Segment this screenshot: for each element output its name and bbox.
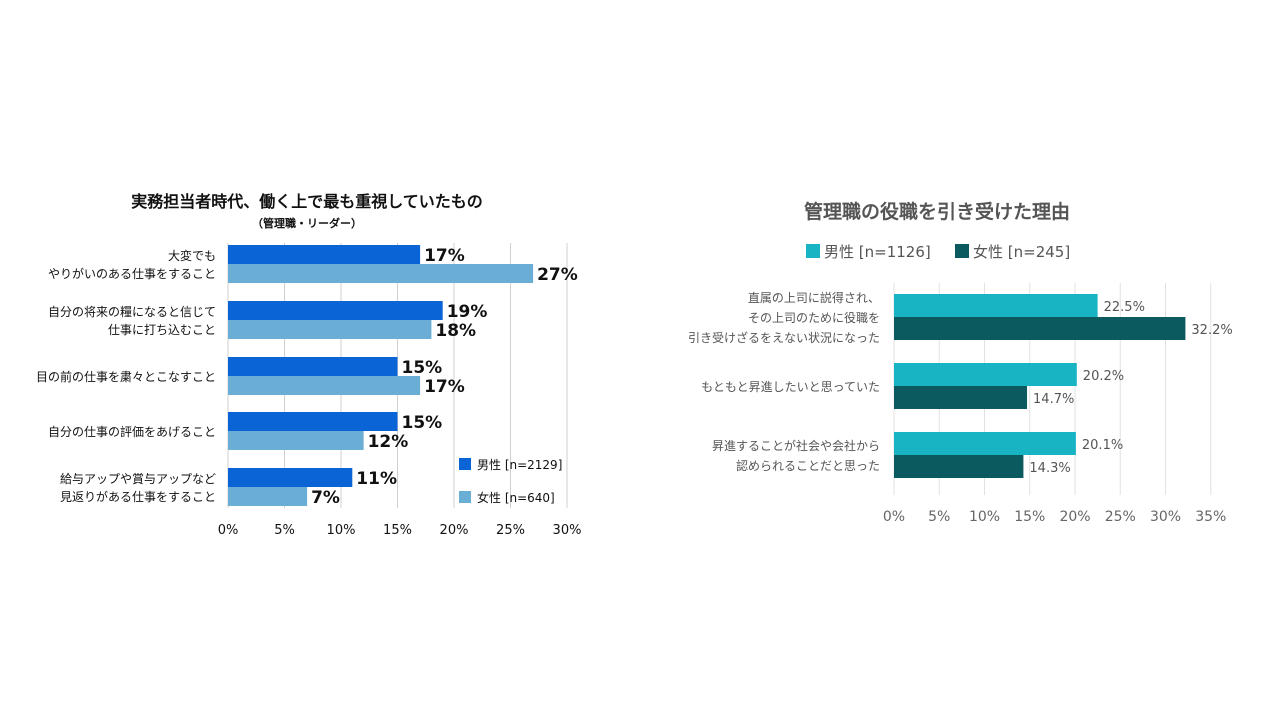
bar [228,468,353,487]
legend-label: 女性 [n=640] [477,490,555,505]
data-label: 22.5% [1104,300,1145,315]
x-tick-label: 0% [218,523,239,538]
legend-label: 女性 [n=245] [973,243,1070,261]
x-tick-label: 15% [1014,509,1045,525]
data-label: 27% [537,265,578,285]
bar [228,412,398,431]
category-label: 昇進することが社会や会社から [712,438,880,453]
chart-subtitle: （管理職・リーダー） [252,216,362,230]
x-tick-label: 20% [1059,509,1090,525]
category-label: やりがいのある仕事をすること [48,266,216,281]
x-tick-label: 0% [883,509,905,525]
bar [894,386,1028,409]
x-tick-label: 30% [1150,509,1181,525]
category-label: もともと昇進したいと思っていた [701,380,880,394]
data-label: 15% [402,413,443,433]
x-tick-label: 5% [928,509,950,525]
data-label: 20.1% [1082,438,1123,453]
x-tick-label: 15% [383,523,412,538]
data-label: 7% [311,488,340,508]
bar [228,357,398,376]
bar [894,455,1024,478]
data-label: 12% [368,432,409,452]
category-label: 認められることだと思った [736,458,880,473]
bar [228,487,308,506]
bar [228,320,432,339]
data-label: 11% [356,469,397,489]
category-label: その上司のために役職を [748,310,880,325]
bar [894,294,1098,317]
x-tick-label: 10% [327,523,356,538]
legend-swatch [955,244,969,258]
chart-title: 管理職の役職を引き受けた理由 [804,200,1070,223]
data-label: 17% [424,377,465,397]
category-label: 給与アップや賞与アップなど [60,472,216,486]
x-tick-label: 5% [274,523,295,538]
x-tick-label: 10% [969,509,1000,525]
data-label: 18% [435,321,476,341]
bar [228,431,364,450]
chart-manager-reasons: 管理職の役職を引き受けた理由男性 [n=1126] 女性 [n=245] 0% 5% 1… [640,0,1281,725]
category-label: 目の前の仕事を粛々とこなすこと [36,369,216,384]
x-tick-label: 20% [440,523,469,538]
legend-swatch [806,244,820,258]
category-label: 見返りがある仕事をすること [60,489,216,504]
bar [228,301,443,320]
legend-label: 男性 [n=1126] [824,243,931,261]
data-label: 32.2% [1191,323,1232,338]
data-label: 19% [447,302,488,322]
bar [894,432,1076,455]
chart-work-priorities-svg: 実務担当者時代、働く上で最も重視していたもの （管理職・リーダー） 0% 5% 10% 1… [36,192,582,538]
x-tick-label: 35% [1195,509,1226,525]
chart-work-priorities: 実務担当者時代、働く上で最も重視していたもの （管理職・リーダー） 0% 5% 10% 1… [0,0,640,725]
category-label: 仕事に打ち込むこと [108,323,216,337]
category-label: 直属の上司に説得され、 [748,290,880,305]
data-label: 14.3% [1029,461,1070,476]
x-tick-label: 25% [496,523,525,538]
chart-title: 実務担当者時代、働く上で最も重視していたもの [131,192,483,211]
bar [894,363,1077,386]
bar [228,264,534,283]
data-label: 17% [424,246,465,266]
legend-swatch [459,491,471,503]
data-label: 20.2% [1083,369,1124,384]
x-tick-label: 30% [553,523,582,538]
category-label: 引き受けざるをえない状況になった [688,330,880,345]
bar [228,376,421,395]
legend-swatch [459,458,471,470]
data-label: 14.7% [1033,392,1074,407]
legend-label: 男性 [n=2129] [477,458,562,472]
category-label: 自分の仕事の評価をあげること [48,424,216,439]
data-label: 15% [402,358,443,378]
category-label: 大変でも [168,248,216,263]
bar [894,317,1186,340]
category-label: 自分の将来の糧になると信じて [48,305,216,319]
bar [228,245,421,264]
x-tick-label: 25% [1105,509,1136,525]
